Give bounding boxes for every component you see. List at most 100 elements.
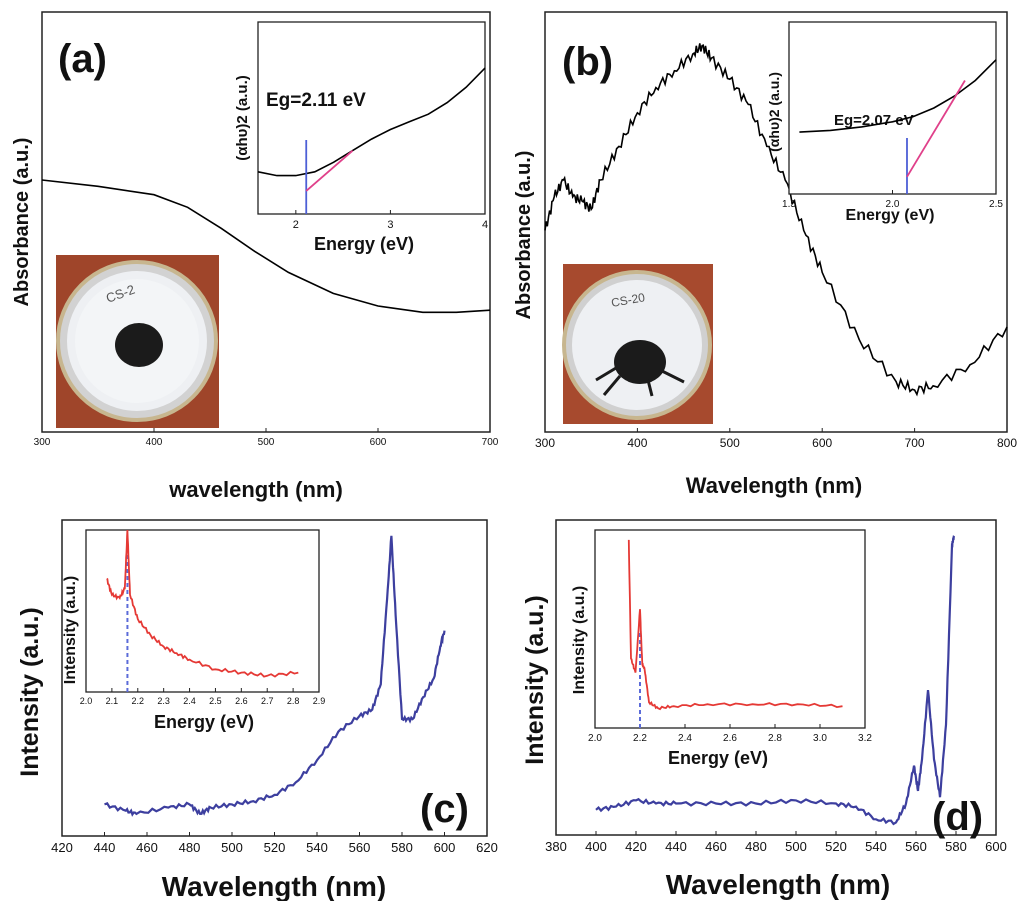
inset-d-xlabel: Energy (eV)	[668, 748, 768, 768]
powder-sample	[614, 340, 666, 384]
inset-b-annotation: Eg=2.07 eV	[834, 112, 914, 129]
inset-b-fit-line	[906, 80, 966, 178]
x-tick-label: 580	[945, 839, 967, 854]
panel-d-inset: Intensity (a.u.) Energy (eV) 2.0 2.2 2.4 2.…	[571, 529, 872, 768]
inset-c-series-line	[106, 529, 299, 678]
panel-d-label: (d)	[932, 795, 983, 839]
powder-sample	[115, 323, 163, 367]
inset-a-xticks: 2 3 4	[293, 210, 488, 231]
inset-a-series-line	[257, 67, 486, 177]
inset-b-frame	[788, 21, 997, 195]
x-tick-label: 4	[482, 219, 488, 231]
x-tick-label: 400	[146, 437, 163, 448]
inset-c-ylabel: Intensity (a.u.)	[62, 576, 79, 684]
panel-c: (c) Intensity (a.u.) Wavelength (nm) 420…	[16, 519, 498, 901]
panel-c-inset: Intensity (a.u.) Energy (eV) 2.0 2.1 2.2 2.…	[62, 529, 326, 732]
x-tick-label: 500	[785, 839, 807, 854]
x-tick-label: 2.2	[132, 696, 145, 706]
x-tick-label: 500	[720, 436, 740, 450]
x-tick-label: 300	[535, 436, 555, 450]
x-tick-label: 700	[905, 436, 925, 450]
inset-a-xlabel: Energy (eV)	[314, 234, 414, 254]
x-tick-label: 600	[985, 839, 1007, 854]
x-tick-label: 440	[665, 839, 687, 854]
x-tick-label: 2.8	[287, 696, 300, 706]
inset-d-xticks: 2.0 2.2 2.4 2.6 2.8 3.0 3.2	[588, 724, 872, 744]
panel-a-inset: (αhυ)2 (a.u.) Energy (eV) Eg=2.11 eV 2 3 4	[234, 21, 488, 254]
panel-c-series-line	[104, 535, 446, 817]
x-tick-label: 560	[349, 840, 371, 855]
x-tick-label: 420	[51, 840, 73, 855]
x-tick-label: 500	[258, 437, 275, 448]
x-tick-label: 480	[745, 839, 767, 854]
panel-a-xticks: 300 400 500 600 700	[34, 428, 499, 448]
x-tick-label: 520	[825, 839, 847, 854]
x-tick-label: 440	[94, 840, 116, 855]
inset-b-ylabel: (αhυ)2 (a.u.)	[766, 72, 782, 152]
x-tick-label: 300	[34, 437, 51, 448]
x-tick-label: 2.6	[235, 696, 248, 706]
panel-c-xlabel: Wavelength (nm)	[162, 871, 387, 901]
x-tick-label: 560	[905, 839, 927, 854]
inset-b-series-line	[799, 59, 997, 133]
inset-b-xlabel: Energy (eV)	[846, 207, 935, 224]
inset-a-fit-line	[305, 149, 354, 192]
inset-a-frame	[257, 21, 486, 215]
panel-a: (a) Absorbance (a.u.) wavelength (nm) 30…	[11, 11, 499, 502]
panel-c-ylabel: Intensity (a.u.)	[16, 607, 44, 776]
x-tick-label: 2.7	[261, 696, 274, 706]
x-tick-label: 2.0	[80, 696, 93, 706]
panel-b-label: (b)	[562, 40, 613, 84]
panel-c-label: (c)	[420, 787, 469, 831]
x-tick-label: 2.9	[313, 696, 326, 706]
panel-b-xlabel: Wavelength (nm)	[686, 473, 862, 498]
panel-b-inset: (αhυ)2 (a.u.) Energy (eV) Eg=2.07 eV 1.5…	[766, 21, 1003, 224]
panel-b-xticks: 300 400 500 600 700 800	[535, 428, 1017, 450]
x-tick-label: 2	[293, 219, 299, 231]
photo-label-b: CS-20	[610, 290, 646, 310]
panel-d-ylabel: Intensity (a.u.)	[521, 595, 549, 764]
panel-c-xticks: 420 440 460 480 500 520 540 560 580 600 620	[51, 832, 498, 855]
panel-d-xticks: 380 400 420 440 460 480 500 520 540 560 580 600	[545, 831, 1007, 854]
inset-b-xticks: 1.5 2.0 2.5	[782, 190, 1003, 210]
x-tick-label: 620	[476, 840, 498, 855]
x-tick-label: 3.2	[858, 733, 872, 744]
panel-b: (b) Absorbance (a.u.) Wavelength (nm) 30…	[513, 11, 1017, 498]
inset-c-xlabel: Energy (eV)	[154, 712, 254, 732]
x-tick-label: 2.0	[886, 199, 900, 210]
x-tick-label: 2.0	[588, 733, 602, 744]
panel-b-series-line	[544, 43, 1008, 397]
x-tick-label: 540	[865, 839, 887, 854]
panel-d-frame	[555, 519, 997, 836]
x-tick-label: 3.0	[813, 733, 827, 744]
x-tick-label: 580	[391, 840, 413, 855]
x-tick-label: 2.3	[157, 696, 170, 706]
panel-a-photo: CS-2	[56, 255, 219, 428]
inset-d-frame	[594, 529, 866, 729]
x-tick-label: 2.6	[723, 733, 737, 744]
panel-b-frame	[544, 11, 1008, 433]
panel-b-photo: CS-20	[562, 264, 713, 424]
x-tick-label: 2.1	[106, 696, 119, 706]
panel-a-label: (a)	[58, 37, 107, 81]
x-tick-label: 400	[585, 839, 607, 854]
x-tick-label: 400	[627, 436, 647, 450]
x-tick-label: 600	[812, 436, 832, 450]
inset-d-series-line	[627, 539, 843, 711]
x-tick-label: 380	[545, 839, 567, 854]
x-tick-label: 480	[179, 840, 201, 855]
panel-a-series-line	[41, 179, 491, 314]
x-tick-label: 460	[705, 839, 727, 854]
x-tick-label: 2.2	[633, 733, 647, 744]
x-tick-label: 1.5	[782, 199, 796, 210]
x-tick-label: 520	[264, 840, 286, 855]
inset-a-ylabel: (αhυ)2 (a.u.)	[234, 75, 251, 160]
x-tick-label: 2.4	[678, 733, 692, 744]
inset-a-annotation: Eg=2.11 eV	[266, 90, 366, 111]
x-tick-label: 2.8	[768, 733, 782, 744]
panel-d-series-line	[595, 535, 955, 826]
x-tick-label: 2.5	[209, 696, 222, 706]
x-tick-label: 800	[997, 436, 1017, 450]
x-tick-label: 700	[482, 437, 499, 448]
